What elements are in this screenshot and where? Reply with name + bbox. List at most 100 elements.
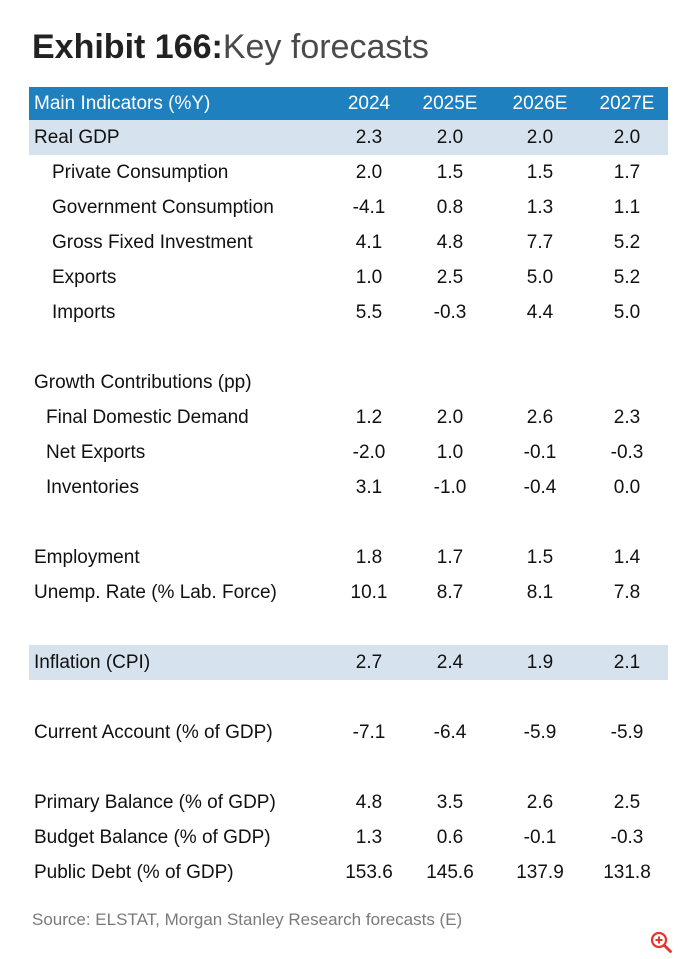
row-value: 0.0: [613, 477, 641, 498]
table-header-row: Main Indicators (%Y) 2024 2025E 2026E 20…: [29, 87, 668, 120]
row-value: 2.0: [613, 127, 641, 148]
row-value: 2.3: [355, 127, 383, 148]
header-label: Main Indicators (%Y): [34, 93, 211, 114]
row-value: 1.1: [613, 197, 641, 218]
row-value: 1.5: [526, 547, 554, 568]
table-row: Imports 5.5 -0.3 4.4 5.0: [29, 295, 668, 330]
row-label: Exports: [52, 267, 117, 288]
row-value: 8.1: [526, 582, 554, 603]
exhibit-title-number: Exhibit 166:: [32, 28, 223, 66]
row-value: 2.6: [526, 792, 554, 813]
row-value: -2.0: [352, 442, 386, 463]
row-value: 7.7: [526, 232, 554, 253]
row-label: Real GDP: [34, 127, 120, 148]
spacer-row: [29, 610, 668, 645]
row-value: 137.9: [516, 862, 564, 883]
row-value: 2.5: [613, 792, 641, 813]
exhibit-title: Exhibit 166:Key forecasts: [32, 26, 429, 68]
row-value: 145.6: [426, 862, 474, 883]
row-value: 1.7: [436, 547, 464, 568]
row-value: 1.2: [355, 407, 383, 428]
row-value: -1.0: [433, 477, 467, 498]
row-value: 1.0: [436, 442, 464, 463]
row-value: 5.5: [355, 302, 383, 323]
row-value: 8.7: [436, 582, 464, 603]
spacer-row: [29, 330, 668, 365]
row-value: 5.2: [613, 232, 641, 253]
row-label: Final Domestic Demand: [46, 407, 249, 428]
table-row-section: Growth Contributions (pp): [29, 365, 668, 400]
row-value: -0.4: [523, 477, 557, 498]
row-value: -6.4: [433, 722, 467, 743]
table-row: Public Debt (% of GDP) 153.6 145.6 137.9…: [29, 855, 668, 890]
row-label: Unemp. Rate (% Lab. Force): [34, 582, 277, 603]
row-value: -4.1: [352, 197, 386, 218]
zoom-in-icon[interactable]: [649, 930, 673, 954]
row-label: Current Account (% of GDP): [34, 722, 273, 743]
table-row: Real GDP 2.3 2.0 2.0 2.0: [29, 120, 668, 155]
spacer-row: [29, 750, 668, 785]
table-row: Final Domestic Demand 1.2 2.0 2.6 2.3: [29, 400, 668, 435]
row-value: 4.1: [355, 232, 383, 253]
row-value: -5.9: [610, 722, 644, 743]
row-value: -7.1: [352, 722, 386, 743]
row-value: 4.8: [436, 232, 464, 253]
table-row: Current Account (% of GDP) -7.1 -6.4 -5.…: [29, 715, 668, 750]
row-value: 0.6: [436, 827, 464, 848]
row-label: Inventories: [46, 477, 139, 498]
row-value: 1.8: [355, 547, 383, 568]
row-value: 5.0: [526, 267, 554, 288]
row-value: 3.5: [436, 792, 464, 813]
row-value: 1.4: [613, 547, 641, 568]
row-label: Primary Balance (% of GDP): [34, 792, 276, 813]
row-label: Private Consumption: [52, 162, 229, 183]
row-value: 5.0: [613, 302, 641, 323]
source-note: Source: ELSTAT, Morgan Stanley Research …: [32, 910, 463, 929]
zoom-in-icon-graphic: [650, 931, 672, 953]
row-value: 2.0: [436, 127, 464, 148]
section-label: Growth Contributions (pp): [34, 372, 252, 393]
row-value: 2.3: [613, 407, 641, 428]
spacer-row: [29, 505, 668, 540]
table-row: Employment 1.8 1.7 1.5 1.4: [29, 540, 668, 575]
table-row: Gross Fixed Investment 4.1 4.8 7.7 5.2: [29, 225, 668, 260]
table-row: Unemp. Rate (% Lab. Force) 10.1 8.7 8.1 …: [29, 575, 668, 610]
row-value: 5.2: [613, 267, 641, 288]
header-year: 2024: [347, 93, 391, 114]
row-value: 1.0: [355, 267, 383, 288]
row-value: 3.1: [355, 477, 383, 498]
row-value: 153.6: [345, 862, 393, 883]
row-value: 2.4: [436, 652, 464, 673]
row-label: Imports: [52, 302, 116, 323]
row-label: Public Debt (% of GDP): [34, 862, 234, 883]
row-value: 7.8: [613, 582, 641, 603]
row-value: -0.3: [433, 302, 467, 323]
row-value: -0.3: [610, 442, 644, 463]
row-value: 1.5: [526, 162, 554, 183]
row-value: 2.0: [436, 407, 464, 428]
table-row: Net Exports -2.0 1.0 -0.1 -0.3: [29, 435, 668, 470]
table-row: Government Consumption -4.1 0.8 1.3 1.1: [29, 190, 668, 225]
row-value: 1.3: [355, 827, 383, 848]
table-row: Inflation (CPI) 2.7 2.4 1.9 2.1: [29, 645, 668, 680]
header-year: 2025E: [422, 93, 478, 114]
table-row: Inventories 3.1 -1.0 -0.4 0.0: [29, 470, 668, 505]
header-year: 2027E: [599, 93, 655, 114]
row-value: 10.1: [350, 582, 388, 603]
row-label: Net Exports: [46, 442, 146, 463]
row-value: 1.3: [526, 197, 554, 218]
row-label: Gross Fixed Investment: [52, 232, 253, 253]
row-label: Inflation (CPI): [34, 652, 151, 673]
row-value: 131.8: [603, 862, 651, 883]
table-row: Private Consumption 2.0 1.5 1.5 1.7: [29, 155, 668, 190]
row-value: 1.7: [613, 162, 641, 183]
table-row: Budget Balance (% of GDP) 1.3 0.6 -0.1 -…: [29, 820, 668, 855]
row-value: 4.8: [355, 792, 383, 813]
table-row: Exports 1.0 2.5 5.0 5.2: [29, 260, 668, 295]
row-value: 2.6: [526, 407, 554, 428]
row-value: 2.0: [355, 162, 383, 183]
forecast-table: Main Indicators (%Y) 2024 2025E 2026E 20…: [29, 87, 668, 890]
spacer-row: [29, 680, 668, 715]
row-value: 2.5: [436, 267, 464, 288]
header-year: 2026E: [512, 93, 568, 114]
